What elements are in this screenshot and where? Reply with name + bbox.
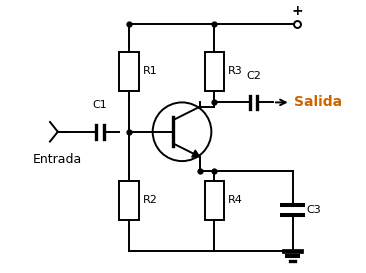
Text: C3: C3 (306, 205, 321, 215)
Text: R1: R1 (143, 66, 158, 76)
Text: R4: R4 (228, 195, 243, 205)
Text: +: + (292, 4, 303, 18)
Bar (205, 181, 224, 220)
Text: Entrada: Entrada (33, 153, 82, 166)
Text: R3: R3 (228, 66, 243, 76)
Text: C1: C1 (93, 100, 107, 110)
Polygon shape (192, 150, 199, 157)
Bar (119, 52, 139, 91)
Text: C2: C2 (246, 71, 261, 81)
Text: Salida: Salida (295, 95, 343, 109)
Bar (205, 52, 224, 91)
Bar (119, 181, 139, 220)
Text: R2: R2 (143, 195, 158, 205)
